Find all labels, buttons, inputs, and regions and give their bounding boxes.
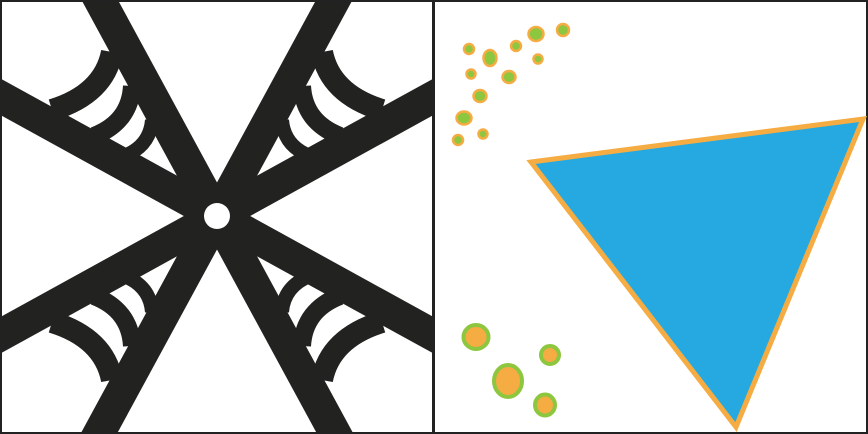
web-center-hole xyxy=(204,203,230,229)
dot xyxy=(527,25,545,43)
dot xyxy=(482,48,498,68)
lower-dot-cluster xyxy=(461,323,561,418)
spider-web-icon xyxy=(2,2,432,432)
upper-dot-cluster xyxy=(451,22,571,147)
dot xyxy=(465,68,477,80)
dot xyxy=(472,88,488,104)
dot xyxy=(455,110,473,126)
dot xyxy=(492,363,524,399)
dot xyxy=(461,323,491,351)
dot xyxy=(451,133,465,147)
dot xyxy=(539,344,561,366)
dot xyxy=(509,39,523,53)
dot xyxy=(501,69,517,85)
dot xyxy=(462,42,476,56)
blue-triangle xyxy=(526,115,867,432)
right-panel xyxy=(433,0,868,434)
dot xyxy=(555,22,571,38)
left-panel xyxy=(0,0,434,434)
dot xyxy=(532,53,544,65)
dot xyxy=(477,128,489,140)
dot xyxy=(533,392,557,418)
